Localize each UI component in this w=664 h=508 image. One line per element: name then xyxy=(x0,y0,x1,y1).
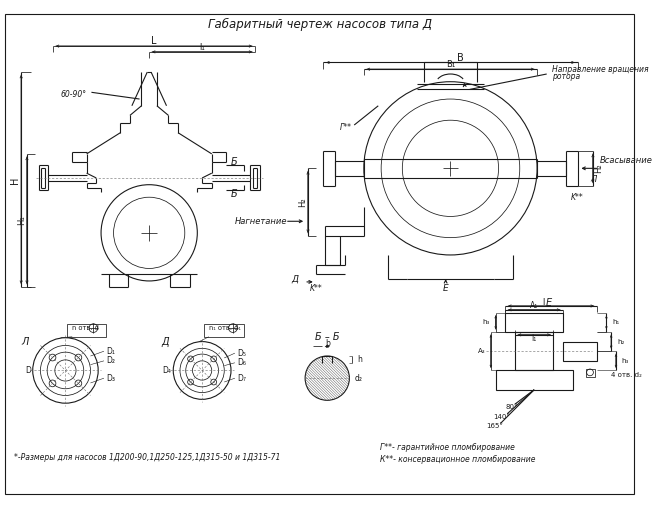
Text: Б: Б xyxy=(230,189,237,199)
Text: D₆: D₆ xyxy=(237,358,246,367)
Text: D₃: D₃ xyxy=(106,374,115,383)
Text: l: l xyxy=(542,298,545,307)
Bar xyxy=(204,324,244,337)
Text: 165°: 165° xyxy=(487,423,503,429)
Text: h₂: h₂ xyxy=(617,339,624,344)
Text: Габаритный чертеж насосов типа Д: Габаритный чертеж насосов типа Д xyxy=(208,18,432,31)
Text: 60-90°: 60-90° xyxy=(60,90,86,99)
Bar xyxy=(496,370,572,390)
Text: ротора: ротора xyxy=(552,73,580,81)
Text: Г**: Г** xyxy=(340,123,352,133)
Text: L: L xyxy=(151,36,157,46)
Text: Всасывание: Всасывание xyxy=(600,156,653,165)
Text: *-Размеры для насосов 1Д200-90,1Д250-125,1Д315-50 и 1Д315-71: *-Размеры для насосов 1Д200-90,1Д250-125… xyxy=(15,453,281,462)
Text: H₂: H₂ xyxy=(594,164,603,173)
Text: l₁: l₁ xyxy=(199,43,205,51)
Text: H: H xyxy=(11,176,21,183)
Text: Б – Б: Б – Б xyxy=(315,332,339,342)
Text: D₁: D₁ xyxy=(106,347,115,356)
Text: К**- консервационное пломбирование: К**- консервационное пломбирование xyxy=(380,456,536,464)
Text: Д: Д xyxy=(291,274,298,283)
Text: Нагнетание: Нагнетание xyxy=(234,217,287,226)
Text: K**: K** xyxy=(309,284,322,293)
Text: D₄: D₄ xyxy=(163,366,171,375)
Text: Д: Д xyxy=(162,337,169,346)
Text: n₁ отв. d₁: n₁ отв. d₁ xyxy=(209,325,241,331)
Text: A₁: A₁ xyxy=(530,301,539,310)
Text: H₂: H₂ xyxy=(297,197,307,207)
Text: D: D xyxy=(25,366,31,375)
Text: h: h xyxy=(357,355,362,364)
Bar xyxy=(563,341,597,361)
Text: Г**- гарантийное пломбирование: Г**- гарантийное пломбирование xyxy=(380,443,515,452)
Bar xyxy=(505,313,563,332)
Text: E: E xyxy=(443,284,448,293)
Text: Л: Л xyxy=(21,337,29,346)
Text: h₃: h₃ xyxy=(483,320,490,325)
Text: D₂: D₂ xyxy=(106,356,115,365)
Text: B: B xyxy=(457,53,463,62)
Text: A₃: A₃ xyxy=(477,348,485,354)
Bar xyxy=(586,368,595,377)
Text: Б: Б xyxy=(230,156,237,167)
Text: Направление вращения: Направление вращения xyxy=(552,65,648,74)
Text: D₇: D₇ xyxy=(237,374,246,383)
Bar xyxy=(67,324,106,337)
Text: B₁: B₁ xyxy=(446,60,455,69)
Text: D₅: D₅ xyxy=(237,348,246,358)
Text: n отв. d: n отв. d xyxy=(72,325,99,331)
Text: h₁: h₁ xyxy=(612,320,620,325)
Text: E: E xyxy=(546,298,552,308)
Text: 4 отв. d₂: 4 отв. d₂ xyxy=(611,372,642,378)
Text: l₁: l₁ xyxy=(532,334,537,343)
Text: h₃: h₃ xyxy=(622,358,629,364)
Text: b: b xyxy=(325,339,330,348)
Text: 140°: 140° xyxy=(493,414,510,420)
Text: K**: K** xyxy=(571,193,584,202)
Text: Л: Л xyxy=(590,175,596,184)
Bar xyxy=(515,332,553,370)
Text: d₂: d₂ xyxy=(354,374,362,383)
Text: 80°: 80° xyxy=(505,404,518,410)
Text: H₁: H₁ xyxy=(17,215,26,225)
